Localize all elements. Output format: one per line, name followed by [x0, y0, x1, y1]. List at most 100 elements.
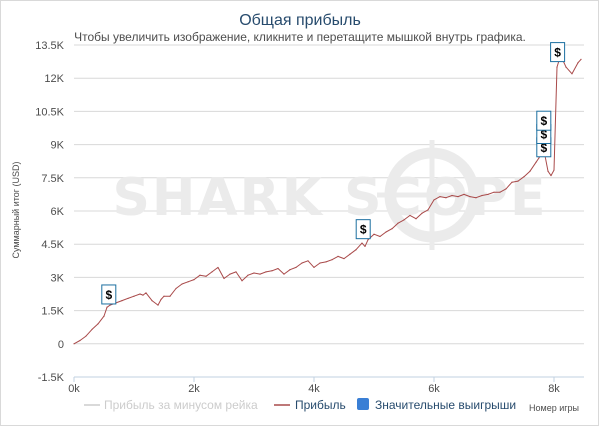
series-point: [397, 222, 399, 224]
y-axis: -1.5K 0 1.5K 3K 4.5K 6K 7.5K 9K 10.5K 12K 13.5K: [35, 40, 64, 384]
series-point: [391, 228, 393, 230]
series-point: [91, 328, 93, 331]
y-tick-label: 6K: [51, 206, 65, 218]
big-win-flag: [355, 219, 371, 240]
series-point: [259, 273, 261, 275]
series-point: [337, 255, 339, 257]
x-tick-label: 8k: [548, 383, 560, 395]
legend-swatch-big-wins: [357, 398, 369, 410]
series-point: [487, 193, 489, 195]
series-point: [151, 300, 153, 302]
series-point: [463, 193, 465, 195]
series-point: [187, 281, 189, 283]
series-point: [307, 260, 309, 262]
series-point: [505, 188, 507, 190]
series-point: [133, 295, 135, 297]
series-point: [364, 245, 366, 248]
series-point: [271, 270, 273, 272]
big-win-flag: [536, 110, 552, 131]
series-point: [295, 266, 297, 269]
series-point: [469, 196, 471, 198]
big-win-label: $: [540, 114, 547, 128]
series-point: [433, 199, 435, 201]
series-point: [535, 161, 537, 163]
y-tick-label: 12K: [44, 73, 64, 85]
series-point: [565, 66, 567, 68]
series-point: [106, 306, 108, 308]
series-point: [451, 194, 453, 197]
series-point: [355, 249, 357, 251]
series-point: [283, 273, 285, 275]
series-point: [127, 297, 129, 300]
series-point: [97, 323, 99, 325]
y-tick-label: 3K: [51, 272, 65, 284]
y-axis-title: Суммарный итог (USD): [11, 161, 21, 258]
legend-item-net-profit[interactable]: Прибыль за минусом рейка: [84, 398, 258, 412]
series-point: [511, 181, 513, 183]
x-tick-label: 2k: [188, 383, 200, 395]
big-win-flag: [550, 42, 566, 63]
series-point: [103, 315, 105, 317]
series-point: [427, 209, 429, 211]
watermark-text: SHARK SCOPE: [112, 168, 547, 228]
big-win-label: $: [360, 223, 367, 237]
series-point: [229, 273, 231, 275]
series-point: [325, 261, 327, 263]
series-point: [319, 262, 321, 264]
series-point: [157, 304, 159, 306]
legend-label-big-wins: Значительные выигрыши: [375, 398, 516, 412]
big-win-marker[interactable]: $: [355, 219, 371, 240]
series-point: [121, 300, 123, 302]
x-tick-label: 0k: [68, 383, 80, 395]
series-point: [241, 280, 243, 282]
series-point: [373, 233, 375, 235]
series-point: [253, 272, 255, 274]
big-win-marker[interactable]: $: [536, 110, 552, 131]
marker-layer: $$$$$$: [101, 42, 566, 305]
series-point: [175, 287, 177, 290]
watermark: SHARK SCOPE: [112, 140, 547, 250]
series-point: [547, 170, 549, 172]
series-layer: [73, 56, 582, 345]
big-win-marker[interactable]: $: [550, 42, 566, 63]
y-tick-label: -1.5K: [38, 372, 65, 384]
series-point: [313, 266, 315, 269]
series-point: [169, 295, 171, 297]
series-point: [499, 191, 501, 193]
series-point: [289, 269, 291, 271]
y-tick-label: 7.5K: [41, 173, 64, 185]
series-point: [349, 253, 351, 255]
series-point: [481, 194, 483, 197]
series-point: [523, 176, 525, 178]
series-point: [193, 279, 195, 281]
series-point: [265, 271, 267, 273]
y-tick-label: 1.5K: [41, 306, 64, 318]
watermark-crosshair-icon: [377, 140, 487, 250]
x-tick-label: 6k: [428, 383, 440, 395]
legend-item-big-wins[interactable]: Значительные выигрыши: [357, 398, 516, 412]
series-point: [445, 197, 447, 199]
big-win-label: $: [105, 288, 112, 302]
big-win-label: $: [540, 127, 547, 141]
series-point: [217, 266, 219, 269]
legend: Прибыль за минусом рейка Прибыль Значите…: [84, 398, 516, 412]
legend-item-profit[interactable]: Прибыль: [274, 398, 346, 412]
x-axis-title: Номер игры: [529, 403, 579, 413]
series-point: [235, 271, 237, 273]
series-point: [343, 257, 345, 260]
series-point: [145, 292, 147, 294]
series-point: [73, 343, 75, 345]
series-point: [409, 214, 411, 217]
series-point: [160, 298, 162, 301]
series-point: [163, 295, 165, 297]
series-point: [211, 271, 213, 273]
series-point: [301, 262, 303, 264]
big-win-marker[interactable]: $: [101, 284, 117, 305]
y-tick-label: 4.5K: [41, 239, 64, 251]
series-point: [475, 197, 477, 199]
series-point: [553, 169, 555, 171]
series-point: [109, 304, 111, 306]
chart-subtitle: Чтобы увеличить изображение, кликните и …: [74, 30, 526, 44]
series-point: [181, 283, 183, 285]
